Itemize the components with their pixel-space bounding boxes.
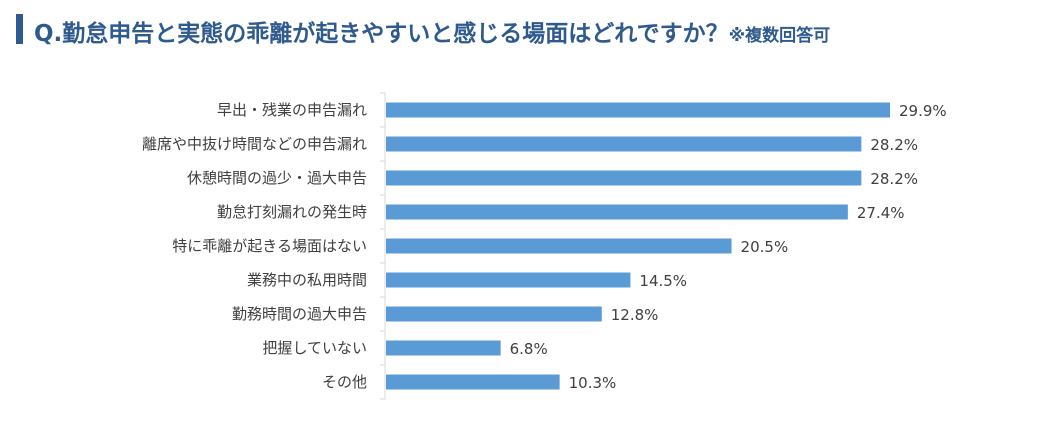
data-label: 28.2% <box>870 136 918 154</box>
data-label: 20.5% <box>741 238 789 256</box>
data-label: 6.8% <box>510 340 548 358</box>
category-label: 業務中の私用時間 <box>247 271 367 289</box>
bar <box>386 102 890 118</box>
title-note: ※複数回答可 <box>728 26 831 46</box>
bar <box>386 170 862 186</box>
chart-title: Q.勤怠申告と実態の乖離が起きやすいと感じる場面はどれですか？※複数回答可 <box>34 14 830 48</box>
bar <box>386 374 560 390</box>
data-label: 28.2% <box>870 170 918 188</box>
data-label: 10.3% <box>569 374 617 392</box>
title-text: Q.勤怠申告と実態の乖離が起きやすいと感じる場面はどれですか？ <box>34 21 729 47</box>
category-label: 離席や中抜け時間などの申告漏れ <box>142 135 367 153</box>
bar <box>386 340 501 356</box>
category-label: 休憩時間の過少・過大申告 <box>187 169 367 187</box>
bar <box>386 238 732 254</box>
category-label: 早出・残業の申告漏れ <box>217 101 367 119</box>
category-label: 勤務時間の過大申告 <box>232 305 367 323</box>
bar <box>386 136 862 152</box>
category-label: 勤怠打刻漏れの発生時 <box>217 203 367 221</box>
data-label: 27.4% <box>857 204 905 222</box>
bar <box>386 306 602 322</box>
data-label: 29.9% <box>899 102 947 120</box>
title-accent-bar <box>16 14 23 44</box>
category-label: その他 <box>322 373 367 391</box>
category-label: 把握していない <box>262 339 367 357</box>
bar <box>386 272 631 288</box>
bar <box>386 204 848 220</box>
category-label: 特に乖離が起きる場面はない <box>172 237 367 255</box>
data-label: 12.8% <box>611 306 659 324</box>
data-label: 14.5% <box>639 272 687 290</box>
